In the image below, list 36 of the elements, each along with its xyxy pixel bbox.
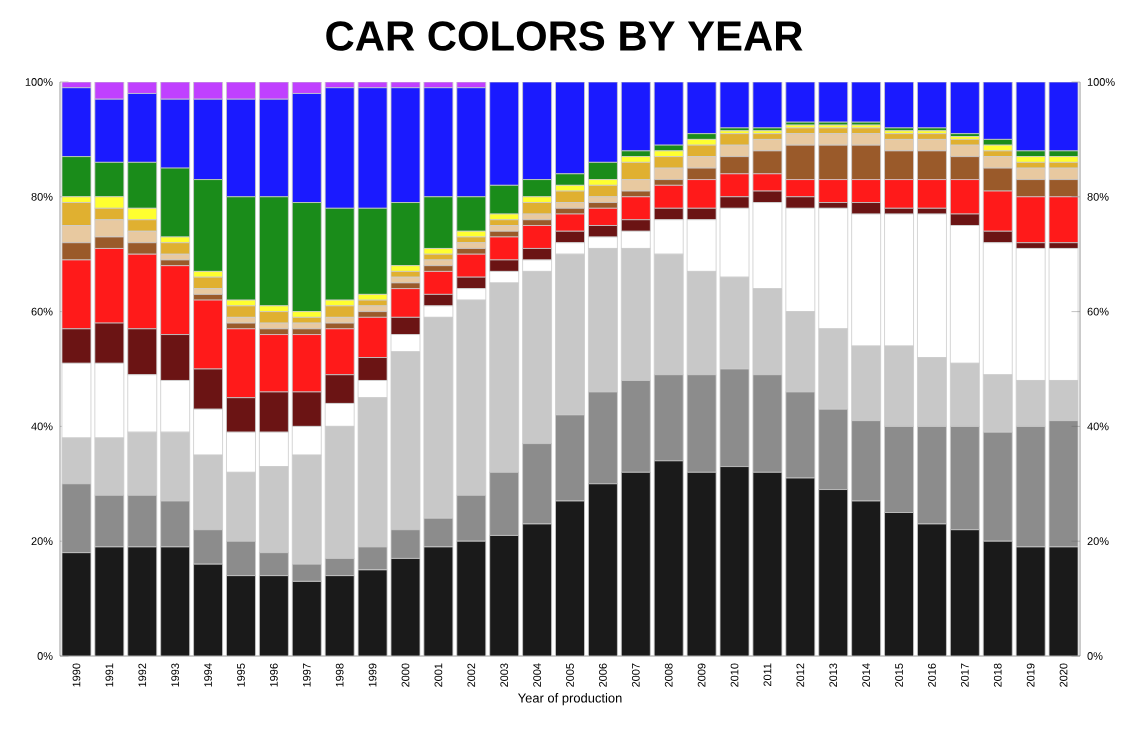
bar (884, 512, 914, 656)
bar (390, 558, 421, 656)
bar (620, 471, 651, 656)
bar (357, 569, 388, 656)
bar (588, 483, 618, 656)
bar (851, 500, 882, 656)
bar (160, 81, 191, 100)
bar (752, 471, 783, 656)
bar (489, 535, 520, 656)
bar (917, 523, 947, 656)
bar (193, 81, 223, 100)
bar (226, 575, 256, 656)
bar (160, 546, 191, 656)
bar (456, 540, 487, 656)
bar (949, 529, 980, 656)
bar (258, 81, 289, 100)
bar (555, 500, 585, 656)
bar (653, 460, 684, 656)
bar (127, 546, 158, 656)
bar (1015, 546, 1046, 656)
bar (61, 552, 92, 656)
bar (1048, 546, 1079, 656)
bar (258, 575, 289, 656)
bar (719, 466, 750, 656)
bar (94, 546, 125, 656)
chart-title: CAR COLORS BY YEAR (326, 21, 803, 51)
bar (324, 575, 355, 656)
bar (423, 546, 454, 656)
bar (982, 540, 1013, 656)
bar (686, 471, 717, 656)
bar (785, 477, 816, 656)
bar (818, 489, 849, 656)
bar (522, 523, 552, 656)
bar (193, 563, 223, 656)
bar (291, 580, 322, 656)
bar (226, 81, 256, 100)
